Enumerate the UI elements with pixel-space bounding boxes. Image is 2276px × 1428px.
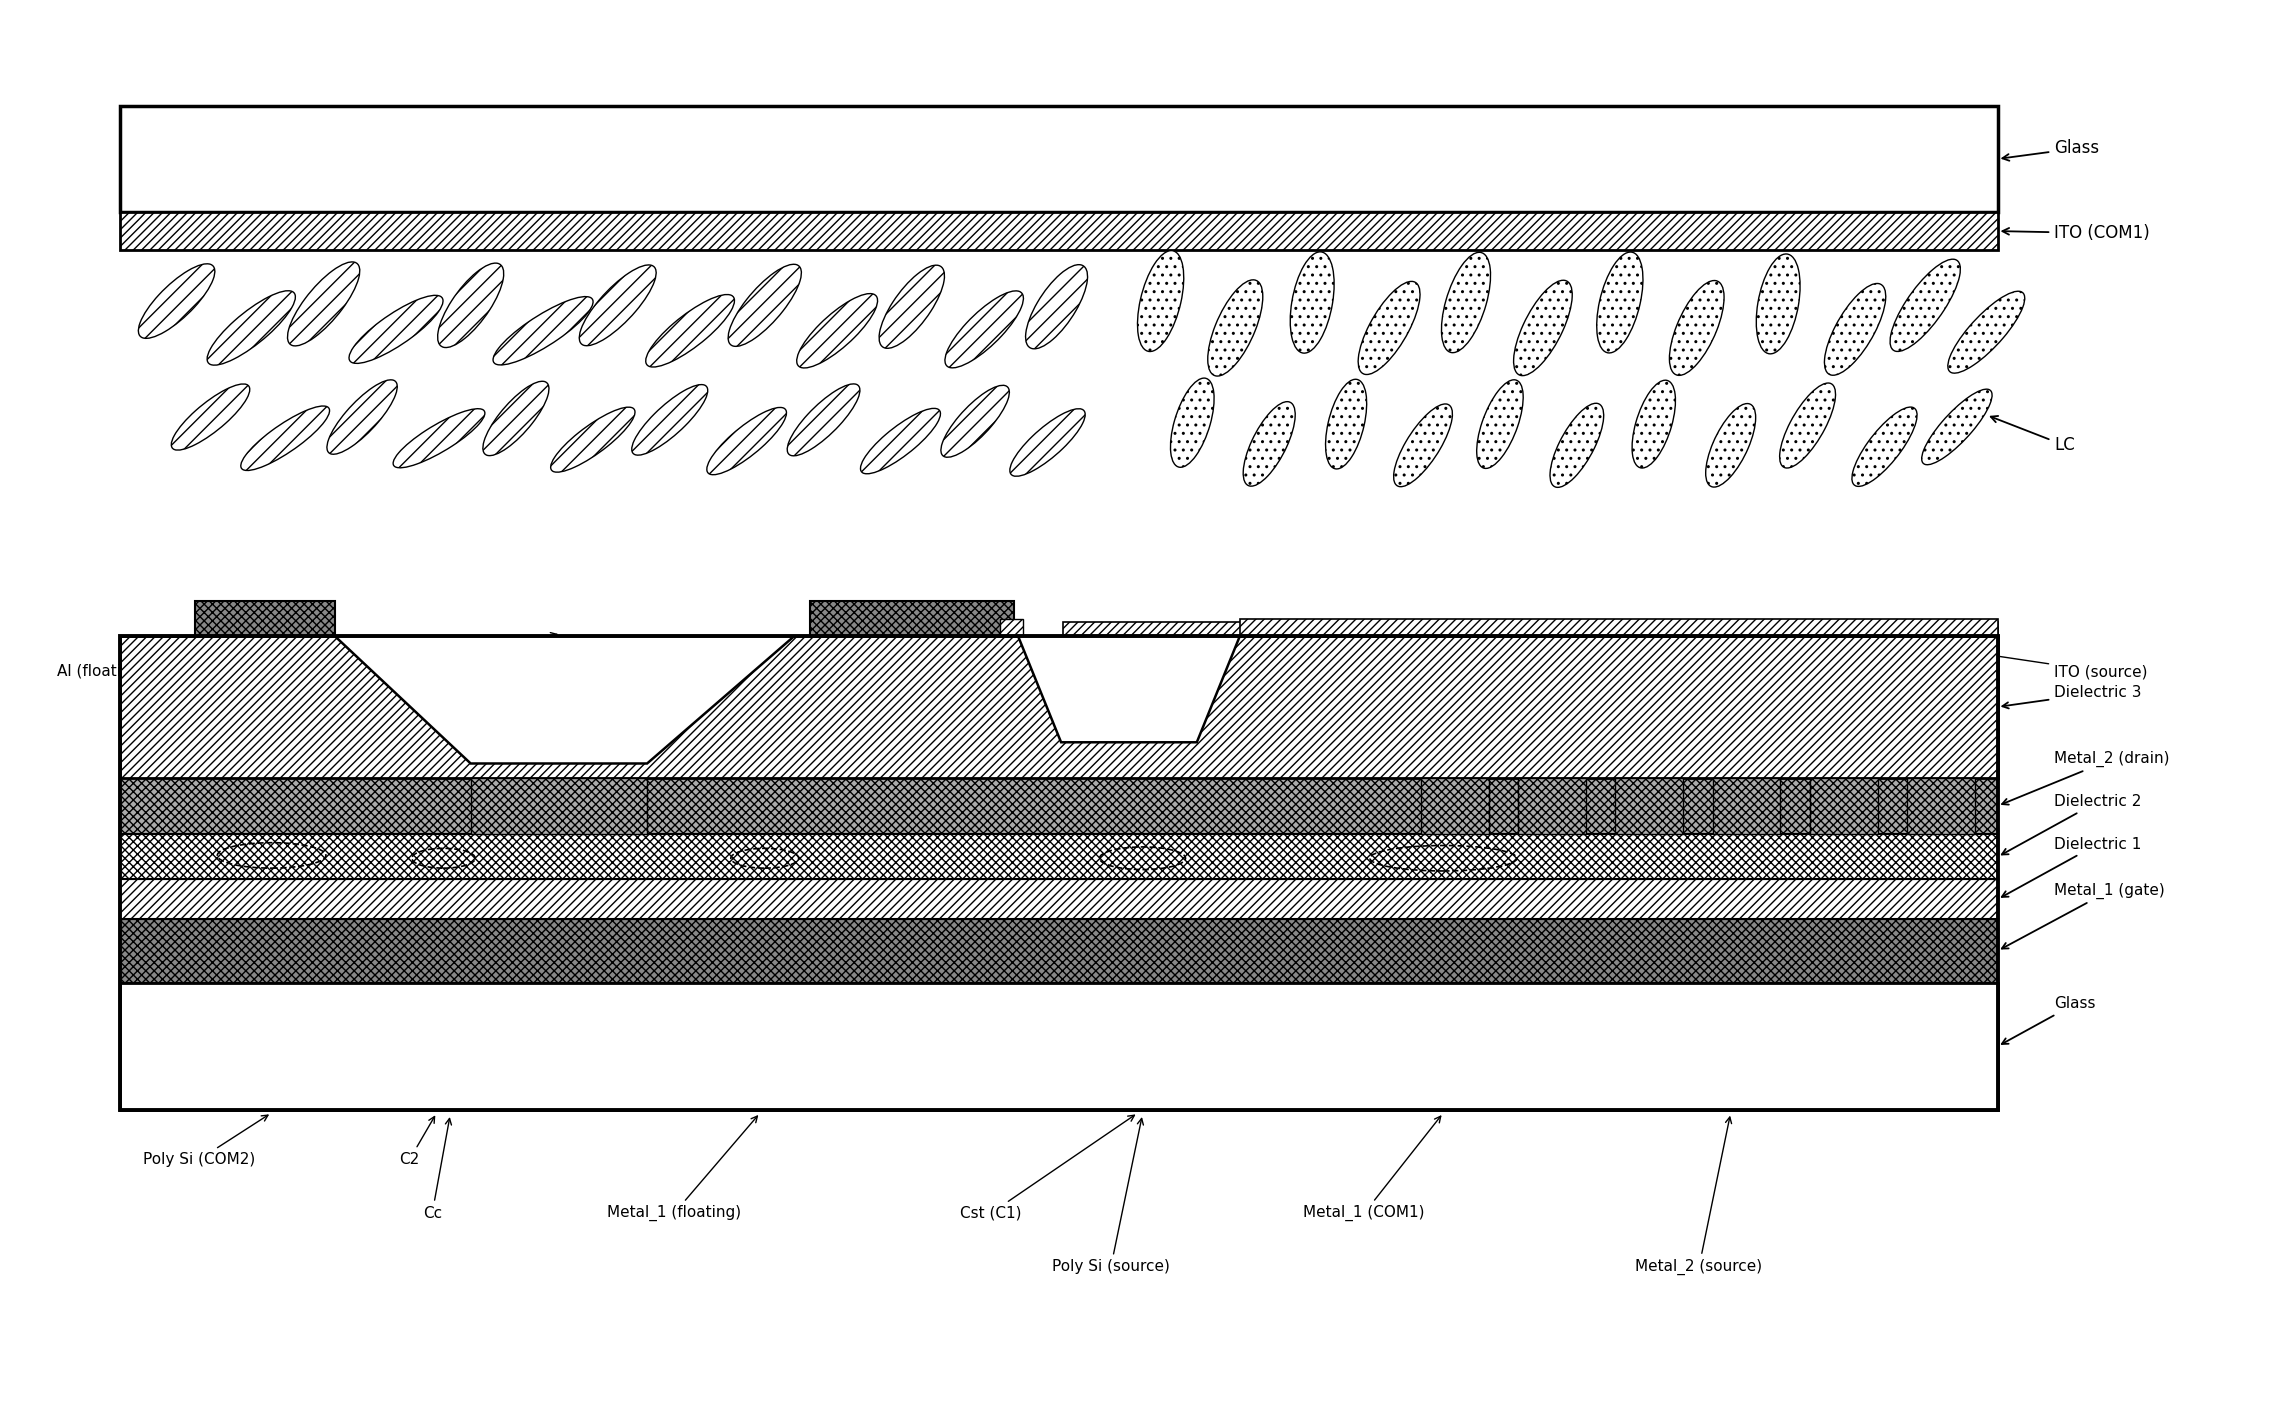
- Text: C2: C2: [401, 1117, 435, 1167]
- Ellipse shape: [1921, 390, 1992, 464]
- Bar: [121, 106, 1998, 211]
- Ellipse shape: [1243, 401, 1295, 486]
- Ellipse shape: [1209, 280, 1263, 376]
- Bar: [121, 834, 1998, 880]
- Bar: [1063, 623, 1998, 637]
- Text: ITO (COM1): ITO (COM1): [2003, 224, 2151, 243]
- Polygon shape: [335, 637, 794, 764]
- Ellipse shape: [328, 380, 398, 454]
- Ellipse shape: [1290, 251, 1334, 353]
- Ellipse shape: [580, 266, 655, 346]
- Ellipse shape: [139, 264, 214, 338]
- Ellipse shape: [1668, 280, 1723, 376]
- Bar: [121, 880, 1998, 920]
- Ellipse shape: [728, 264, 801, 347]
- Text: ITO (source): ITO (source): [1821, 628, 2149, 680]
- Ellipse shape: [797, 294, 879, 368]
- Ellipse shape: [551, 407, 635, 473]
- Text: Dielectric 3: Dielectric 3: [2003, 685, 2142, 708]
- Ellipse shape: [241, 406, 330, 470]
- Bar: [121, 778, 1998, 834]
- Text: Metal_2 (drain): Metal_2 (drain): [2003, 751, 2169, 804]
- Bar: [196, 601, 335, 637]
- Ellipse shape: [1705, 404, 1755, 487]
- Ellipse shape: [633, 384, 708, 456]
- Ellipse shape: [1780, 383, 1834, 468]
- Text: Dielectric 1: Dielectric 1: [2003, 837, 2142, 897]
- Text: Dielectric 2: Dielectric 2: [2003, 794, 2142, 854]
- Ellipse shape: [1325, 380, 1366, 468]
- Bar: [1616, 778, 1684, 834]
- Ellipse shape: [1550, 403, 1605, 487]
- Ellipse shape: [1757, 254, 1800, 354]
- Bar: [121, 637, 1998, 1110]
- Ellipse shape: [1889, 260, 1960, 351]
- Text: Metal_1 (COM1): Metal_1 (COM1): [1304, 1117, 1441, 1221]
- Polygon shape: [1017, 637, 1240, 743]
- Text: Poly Si (COM2): Poly Si (COM2): [143, 1115, 269, 1167]
- Ellipse shape: [348, 296, 444, 363]
- Ellipse shape: [860, 408, 940, 474]
- Ellipse shape: [287, 261, 360, 346]
- Text: Metal_2 (source): Metal_2 (source): [1636, 1117, 1762, 1275]
- Ellipse shape: [1598, 253, 1643, 353]
- Bar: [121, 637, 1998, 778]
- Text: Poly Si (source): Poly Si (source): [1052, 1118, 1170, 1274]
- Ellipse shape: [494, 297, 594, 366]
- Bar: [121, 920, 1998, 982]
- Ellipse shape: [1011, 408, 1086, 477]
- Text: LC: LC: [1992, 416, 2076, 454]
- Bar: [1240, 620, 1998, 637]
- Ellipse shape: [1514, 280, 1573, 376]
- Ellipse shape: [1477, 380, 1523, 468]
- Bar: [121, 982, 1998, 1110]
- Ellipse shape: [1359, 281, 1420, 374]
- Ellipse shape: [394, 408, 485, 468]
- Ellipse shape: [1632, 380, 1675, 468]
- Ellipse shape: [646, 294, 735, 367]
- Bar: [471, 778, 646, 834]
- Text: Metal_1 (gate): Metal_1 (gate): [2003, 883, 2164, 948]
- Bar: [1907, 778, 1976, 834]
- Bar: [999, 620, 1022, 637]
- Bar: [121, 211, 1998, 250]
- Ellipse shape: [945, 291, 1024, 368]
- Text: Glass: Glass: [2003, 140, 2098, 161]
- Ellipse shape: [879, 266, 945, 348]
- Ellipse shape: [1948, 291, 2026, 373]
- Ellipse shape: [940, 386, 1008, 457]
- Ellipse shape: [171, 384, 250, 450]
- Text: Metal_1 (floating): Metal_1 (floating): [608, 1117, 758, 1221]
- Ellipse shape: [708, 407, 787, 474]
- Ellipse shape: [483, 381, 549, 456]
- Ellipse shape: [207, 291, 296, 366]
- Text: Cst (C1): Cst (C1): [960, 1115, 1133, 1221]
- Ellipse shape: [437, 263, 503, 347]
- Text: Cc: Cc: [423, 1118, 451, 1221]
- Bar: [810, 601, 1013, 637]
- Bar: [1809, 778, 1878, 834]
- Bar: [1420, 778, 1489, 834]
- Text: Reflective Area (2$^{nd}$ LC area): Reflective Area (2$^{nd}$ LC area): [273, 633, 558, 683]
- Ellipse shape: [1825, 284, 1887, 376]
- Ellipse shape: [1170, 378, 1213, 467]
- Ellipse shape: [1393, 404, 1452, 487]
- Bar: [1712, 778, 1780, 834]
- Text: Transmissive Area (1$^{st}$ LC area): Transmissive Area (1$^{st}$ LC area): [840, 633, 1124, 683]
- Ellipse shape: [1441, 253, 1491, 353]
- Ellipse shape: [1138, 251, 1184, 351]
- Ellipse shape: [1026, 264, 1088, 348]
- Text: Al (floating): Al (floating): [57, 633, 269, 680]
- Text: Glass: Glass: [2003, 997, 2096, 1044]
- Bar: [1518, 778, 1586, 834]
- Ellipse shape: [787, 384, 860, 456]
- Ellipse shape: [1853, 407, 1916, 487]
